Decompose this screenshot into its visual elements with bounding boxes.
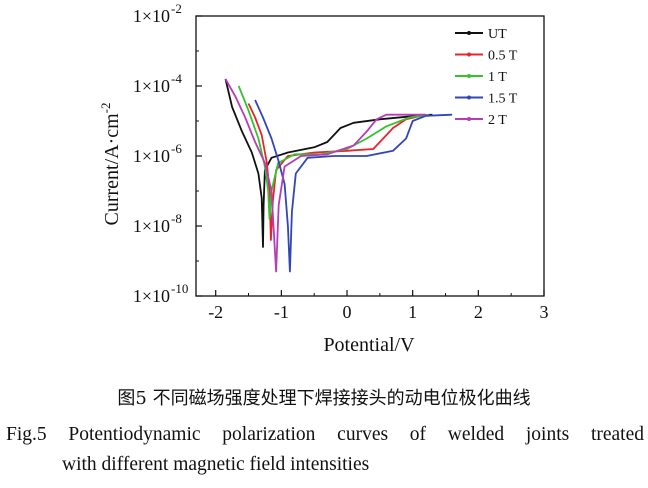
legend-label: 1 T xyxy=(488,70,507,85)
x-tick-label: -2 xyxy=(208,302,223,322)
figure-caption-chinese: 图5 不同磁场强度处理下焊接接头的动电位极化曲线 xyxy=(117,388,531,409)
legend-marker xyxy=(467,95,471,100)
x-tick-label: 1 xyxy=(408,302,417,322)
legend-marker xyxy=(467,31,471,35)
x-tick-label: -1 xyxy=(274,302,289,322)
y-tick-label: 1×10 xyxy=(133,146,170,166)
legend: UT 0.5 T 1 T 1.5 T 2 T xyxy=(455,27,518,128)
caption-en-line-1: Fig.5 Potentiodynamic polarization curve… xyxy=(6,424,644,445)
y-tick-exponent: -8 xyxy=(171,211,182,226)
y-tick-label: 1×10 xyxy=(133,286,170,306)
series-line-1-5T xyxy=(254,99,453,273)
y-tick-label: 1×10 xyxy=(133,76,170,96)
legend-marker xyxy=(467,117,471,121)
legend-marker xyxy=(467,74,471,78)
series-line-UT xyxy=(224,78,433,248)
legend-label: UT xyxy=(488,27,507,42)
x-tick-label: 3 xyxy=(540,302,549,322)
y-tick-exponent: -2 xyxy=(171,1,182,16)
y-tick-exponent: -6 xyxy=(171,141,182,156)
legend-marker xyxy=(467,52,471,57)
x-tick-label: 2 xyxy=(474,302,483,322)
y-axis-label: Current/A·cm-2 xyxy=(98,102,123,225)
y-tick-exponent: -10 xyxy=(171,281,188,296)
legend-label: 1.5 T xyxy=(488,92,518,107)
ticks-layer: -2 -1 0 1 2 31×10 -101×10 -81×10 -61×10 -41×10 -2 xyxy=(133,1,549,322)
y-tick-exponent: -4 xyxy=(171,71,182,86)
legend-label: 0.5 T xyxy=(488,49,518,64)
series-line-2T xyxy=(224,78,426,273)
caption-en-line-2: with different magnetic field intensitie… xyxy=(62,454,370,475)
y-tick-label: 1×10 xyxy=(133,6,170,26)
x-tick-label: 0 xyxy=(343,302,352,322)
figure-caption-english: Fig.5 Potentiodynamic polarization curve… xyxy=(6,420,644,480)
series-line-0-5T xyxy=(247,103,427,241)
polarization-chart: -2 -1 0 1 2 31×10 -101×10 -81×10 -61×10 -41×10 -2 … xyxy=(98,1,549,356)
x-axis-label: Potential/V xyxy=(323,334,415,356)
y-tick-label: 1×10 xyxy=(133,216,170,236)
legend-label: 2 T xyxy=(488,113,507,128)
series-layer xyxy=(224,78,453,273)
